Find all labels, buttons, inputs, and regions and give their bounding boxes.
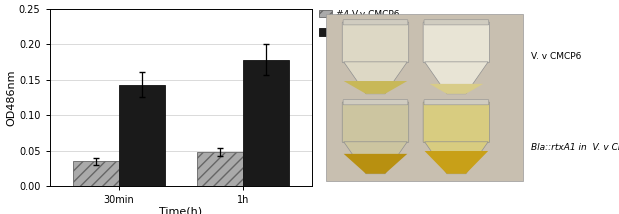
Bar [72,161,119,186]
Text: V. v CMCP6: V. v CMCP6 [532,52,582,61]
FancyBboxPatch shape [342,22,409,63]
FancyBboxPatch shape [343,100,408,105]
FancyBboxPatch shape [326,14,523,181]
FancyBboxPatch shape [343,20,408,25]
FancyBboxPatch shape [424,20,489,25]
Bar [243,60,289,186]
Polygon shape [430,84,483,94]
FancyBboxPatch shape [423,22,490,63]
Polygon shape [344,81,407,94]
Polygon shape [425,62,488,94]
Polygon shape [425,151,488,174]
Text: Bla::rtxA1 in  V. v CMCP6: Bla::rtxA1 in V. v CMCP6 [532,143,619,152]
Bar [119,85,165,186]
X-axis label: Time(h): Time(h) [159,207,202,214]
Polygon shape [344,142,407,174]
Bar [197,152,243,186]
Y-axis label: OD486nm: OD486nm [6,69,16,126]
FancyBboxPatch shape [423,102,490,143]
FancyBboxPatch shape [424,100,489,105]
FancyBboxPatch shape [342,102,409,143]
Polygon shape [344,62,407,94]
Legend: #4 V.v CMCP6, #33 Bla::rtxA1 in V.v
CMCP6: #4 V.v CMCP6, #33 Bla::rtxA1 in V.v CMCP… [319,9,430,41]
Polygon shape [344,154,407,174]
Polygon shape [425,142,488,174]
